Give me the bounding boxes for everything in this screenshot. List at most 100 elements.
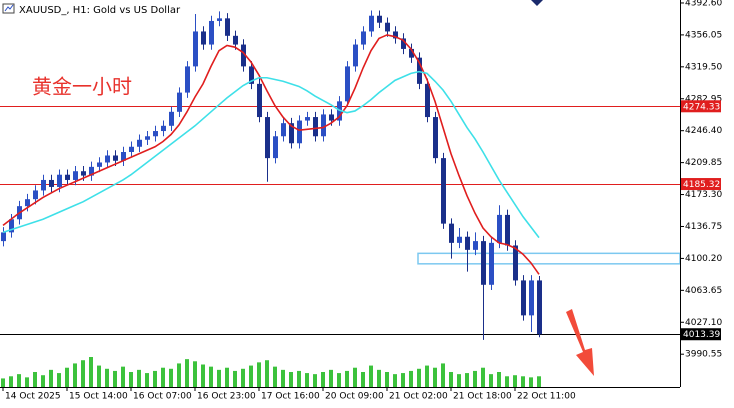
candle-body bbox=[105, 155, 110, 163]
x-tick-label: 22 Oct 11:00 bbox=[517, 392, 576, 402]
candle-body bbox=[369, 15, 374, 32]
price-tag-label: 4185.32 bbox=[683, 180, 720, 190]
candle-body bbox=[185, 66, 190, 93]
volume-bar bbox=[513, 375, 517, 387]
volume-bar bbox=[73, 363, 77, 387]
x-tick-label: 15 Oct 14:00 bbox=[69, 392, 128, 402]
candle-body bbox=[473, 241, 478, 250]
volume-bar bbox=[345, 370, 349, 387]
down-arrow bbox=[566, 309, 594, 376]
volume-bar bbox=[137, 369, 141, 387]
candle-body bbox=[393, 31, 398, 39]
volume-bar bbox=[81, 360, 85, 387]
x-tick-label: 16 Oct 07:00 bbox=[133, 392, 192, 402]
volume-bar bbox=[449, 372, 453, 387]
volume-bar bbox=[369, 365, 373, 387]
candle-body bbox=[57, 174, 62, 187]
volume-bar bbox=[289, 372, 293, 387]
candle-body bbox=[161, 125, 166, 132]
volume-bar bbox=[33, 372, 37, 387]
volume-bar bbox=[1, 378, 5, 387]
volume-bar bbox=[49, 369, 53, 387]
volume-bar bbox=[57, 373, 61, 387]
symbol-icon-line bbox=[4, 4, 14, 12]
candle-body bbox=[73, 171, 78, 180]
volume-bar bbox=[265, 360, 269, 387]
y-tick-label: 4319.50 bbox=[685, 62, 722, 72]
candle-body bbox=[145, 136, 150, 140]
candle-body bbox=[97, 162, 102, 167]
volume-bar bbox=[433, 367, 437, 387]
candle-body bbox=[41, 179, 46, 191]
volume-bar bbox=[257, 362, 261, 387]
candle-body bbox=[49, 179, 54, 187]
volume-bar bbox=[209, 366, 213, 387]
candle-body bbox=[25, 199, 30, 207]
volume-bar bbox=[169, 368, 173, 387]
volume-bar bbox=[329, 369, 333, 387]
y-tick-label: 4027.10 bbox=[685, 318, 722, 328]
volume-bar bbox=[41, 375, 45, 387]
volume-bar bbox=[305, 373, 309, 387]
moving-average bbox=[2, 34, 540, 275]
volume-bar bbox=[401, 373, 405, 387]
candle-body bbox=[297, 120, 302, 144]
annotation: 黄金一小时 bbox=[32, 75, 132, 99]
candle-body bbox=[217, 18, 222, 21]
volume-bar bbox=[353, 367, 357, 387]
volume-bar bbox=[129, 372, 133, 387]
volume-bar bbox=[297, 370, 301, 387]
volume-bar bbox=[217, 369, 221, 387]
volume-bar bbox=[177, 363, 181, 387]
volume-bar bbox=[385, 372, 389, 387]
volume-bar bbox=[417, 368, 421, 387]
candle-body bbox=[377, 15, 382, 23]
x-tick-label: 21 Oct 18:00 bbox=[453, 392, 512, 402]
volume-bar bbox=[153, 370, 157, 387]
candle-body bbox=[225, 18, 230, 36]
x-tick-label: 17 Oct 16:00 bbox=[261, 392, 320, 402]
shift-marker bbox=[531, 0, 543, 6]
candle-body bbox=[457, 236, 462, 243]
candle-body bbox=[65, 174, 70, 180]
y-tick-label: 4356.05 bbox=[685, 30, 722, 40]
candle-body bbox=[257, 83, 262, 118]
candle-body bbox=[169, 111, 174, 126]
candle-body bbox=[9, 219, 14, 233]
volume-bar bbox=[201, 364, 205, 387]
candle-body bbox=[505, 214, 510, 246]
candle-body bbox=[249, 66, 254, 84]
volume-bar bbox=[489, 374, 493, 387]
candle-body bbox=[1, 232, 6, 242]
candle-body bbox=[425, 83, 430, 118]
candle-body bbox=[529, 280, 534, 316]
candle-body bbox=[281, 123, 286, 137]
candle-body bbox=[233, 35, 238, 45]
candle-body bbox=[481, 241, 486, 285]
volume-bar bbox=[537, 376, 541, 387]
candle-body bbox=[209, 20, 214, 45]
price-tag bbox=[681, 178, 721, 191]
volume-bar bbox=[361, 372, 365, 387]
candle-body bbox=[361, 31, 366, 45]
volume-bar bbox=[481, 367, 485, 387]
volume-bar bbox=[121, 366, 125, 387]
x-tick-label: 20 Oct 09:00 bbox=[325, 392, 384, 402]
y-tick-label: 4063.65 bbox=[685, 286, 722, 296]
candle-body bbox=[417, 57, 422, 84]
candle-body bbox=[113, 155, 118, 161]
candle-body bbox=[153, 131, 158, 137]
candle-body bbox=[313, 117, 318, 137]
volume-bar bbox=[521, 376, 525, 387]
volume-bar bbox=[105, 368, 109, 387]
price-tag bbox=[681, 100, 721, 113]
volume-bar bbox=[473, 370, 477, 387]
candle-body bbox=[81, 171, 86, 176]
y-tick-label: 4282.95 bbox=[685, 94, 722, 104]
candle-body bbox=[345, 66, 350, 102]
volume-bar bbox=[225, 367, 229, 387]
volume-bar bbox=[161, 367, 165, 387]
volume-bar bbox=[273, 366, 277, 387]
